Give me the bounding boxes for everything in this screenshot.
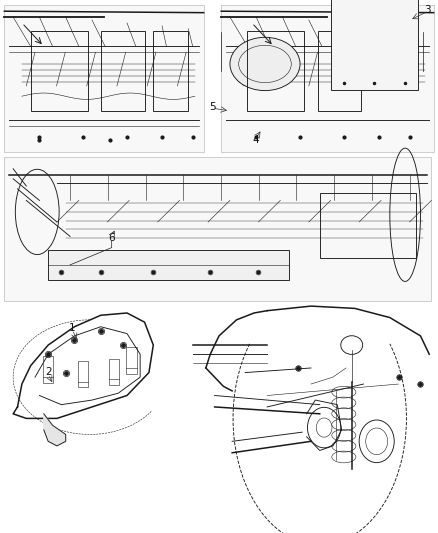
Text: 5: 5 (209, 102, 216, 111)
Bar (101, 31, 145, 111)
Bar (318, 31, 361, 111)
Bar (43, 356, 53, 383)
Bar (247, 31, 304, 111)
Bar (153, 31, 188, 111)
Bar (4, 157, 431, 301)
Text: 6: 6 (108, 233, 115, 243)
Bar (331, 0, 418, 90)
Bar (48, 251, 289, 279)
Ellipse shape (230, 37, 300, 91)
Bar (78, 361, 88, 387)
Text: 1: 1 (69, 323, 76, 333)
Bar (109, 359, 119, 385)
Text: 3: 3 (424, 5, 431, 14)
Bar (320, 193, 416, 258)
Polygon shape (44, 414, 66, 446)
Bar (126, 347, 137, 374)
Bar (4, 5, 204, 152)
Bar (221, 5, 434, 152)
Text: 4: 4 (253, 135, 260, 144)
Text: 2: 2 (45, 367, 52, 377)
Bar (31, 31, 88, 111)
